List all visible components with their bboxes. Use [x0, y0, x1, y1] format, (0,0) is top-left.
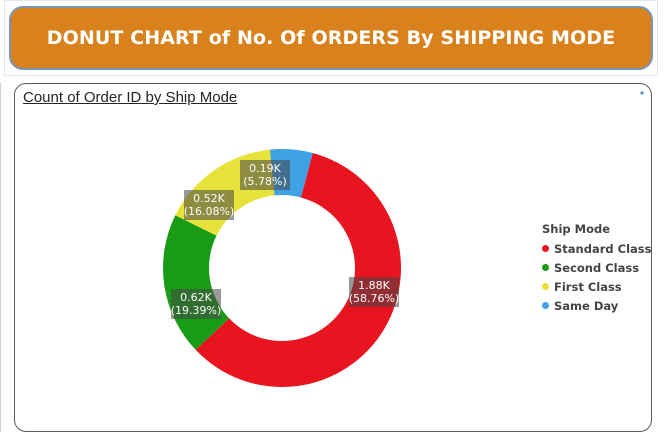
data-label-background [171, 289, 221, 319]
legend-label: Same Day [554, 298, 619, 313]
chart-title: Count of Order ID by Ship Mode [23, 89, 238, 106]
legend-label: Second Class [554, 260, 640, 275]
legend-item-standard-class[interactable]: Standard Class [542, 239, 651, 258]
data-label-second-class: 0.62K(19.39%) [171, 289, 222, 319]
legend-label: Standard Class [554, 241, 652, 256]
data-label-first-class: 0.52K(16.08%) [184, 190, 235, 220]
banner-title: DONUT CHART of No. Of ORDERS By SHIPPING… [46, 27, 616, 49]
legend-title: Ship Mode [542, 222, 611, 236]
legend-marker [542, 283, 549, 290]
data-label-standard-class: 1.88K(58.76%) [349, 277, 400, 307]
data-label-value: 0.19K [249, 162, 281, 175]
data-label-value: 0.62K [180, 291, 212, 304]
left-divider [0, 83, 5, 432]
legend-marker [542, 264, 549, 271]
donut-slice-standard-class[interactable] [195, 153, 401, 387]
chart-legend: Ship Mode Standard Class Second Class Firs… [542, 222, 651, 315]
page-banner: DONUT CHART of No. Of ORDERS By SHIPPING… [9, 6, 653, 70]
data-label-same-day: 0.19K(5.78%) [240, 160, 290, 190]
legend-marker [542, 302, 549, 309]
banner-container: DONUT CHART of No. Of ORDERS By SHIPPING… [4, 0, 658, 76]
more-options-icon[interactable] [637, 88, 647, 98]
data-label-percent: (5.78%) [243, 175, 287, 188]
data-label-percent: (58.76%) [349, 292, 400, 305]
legend-item-same-day[interactable]: Same Day [542, 296, 651, 315]
data-label-value: 0.52K [193, 192, 225, 205]
data-label-background [184, 190, 234, 220]
data-label-percent: (16.08%) [184, 205, 235, 218]
legend-item-second-class[interactable]: Second Class [542, 258, 651, 277]
data-label-percent: (19.39%) [171, 304, 222, 317]
legend-item-first-class[interactable]: First Class [542, 277, 651, 296]
data-label-background [349, 277, 399, 307]
legend-marker [542, 245, 549, 252]
data-label-background [240, 160, 290, 190]
legend-label: First Class [554, 279, 622, 294]
data-label-value: 1.88K [358, 279, 390, 292]
